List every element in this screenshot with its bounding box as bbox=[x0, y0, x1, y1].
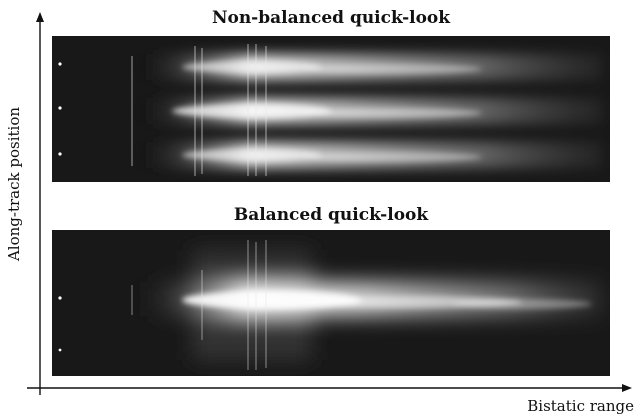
x-axis-label: Bistatic range bbox=[527, 397, 634, 415]
non-balanced-quicklook-image bbox=[52, 36, 610, 182]
bottom-panel-title: Balanced quick-look bbox=[233, 205, 429, 225]
top-panel-title: Non-balanced quick-look bbox=[211, 8, 451, 28]
balanced-quicklook-image bbox=[52, 230, 610, 376]
